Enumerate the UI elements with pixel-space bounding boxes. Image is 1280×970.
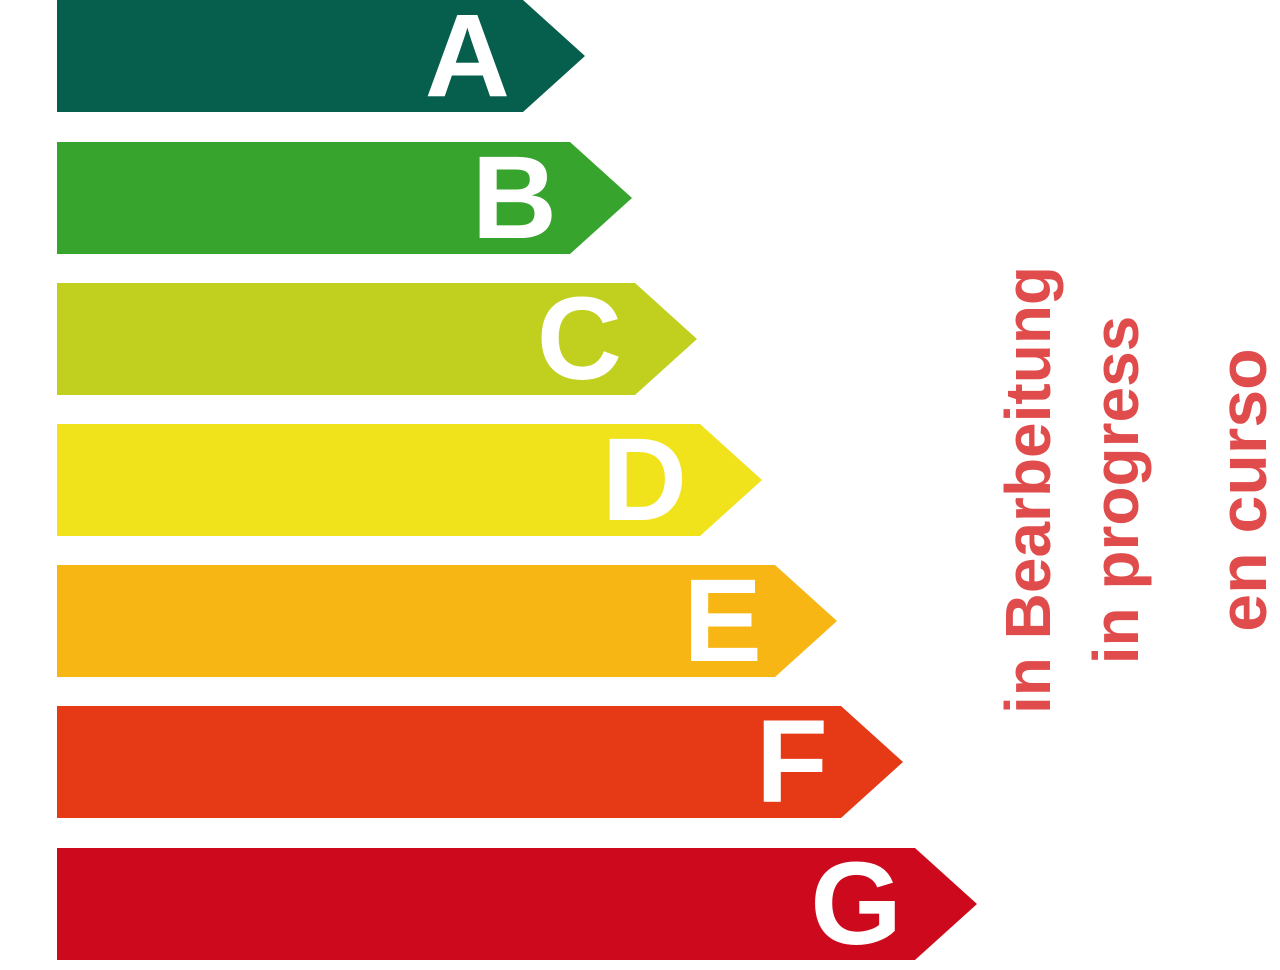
band-letter: B bbox=[471, 132, 557, 264]
rating-band-b: B bbox=[57, 132, 632, 264]
band-bar bbox=[57, 283, 635, 395]
band-arrow-tip bbox=[635, 283, 697, 395]
rating-band-a: A bbox=[57, 0, 585, 122]
rating-band-c: C bbox=[57, 273, 697, 405]
rating-band-g: G bbox=[57, 838, 977, 970]
band-bar bbox=[57, 848, 915, 960]
band-letter: D bbox=[601, 414, 687, 546]
rating-band-e: E bbox=[57, 555, 837, 687]
rating-band-d: D bbox=[57, 414, 762, 546]
rating-band-f: F bbox=[57, 696, 903, 828]
band-letter: G bbox=[810, 838, 902, 970]
band-bar bbox=[57, 142, 570, 254]
status-line-1: in Bearbeitung bbox=[992, 265, 1064, 715]
status-line-3: en curso bbox=[1205, 348, 1280, 632]
band-arrow-tip bbox=[570, 142, 632, 254]
band-arrow-tip bbox=[700, 424, 762, 536]
band-letter: C bbox=[536, 273, 622, 405]
band-arrow-tip bbox=[523, 0, 585, 112]
band-bar bbox=[57, 424, 700, 536]
band-arrow-tip bbox=[915, 848, 977, 960]
status-line-2: in progress bbox=[1080, 315, 1152, 665]
band-arrow-tip bbox=[775, 565, 837, 677]
band-letter: E bbox=[683, 555, 762, 687]
band-bar bbox=[57, 706, 841, 818]
band-bar bbox=[57, 565, 775, 677]
band-letter: F bbox=[755, 696, 828, 828]
band-bar bbox=[57, 0, 523, 112]
band-arrow-tip bbox=[841, 706, 903, 818]
band-letter: A bbox=[424, 0, 510, 122]
